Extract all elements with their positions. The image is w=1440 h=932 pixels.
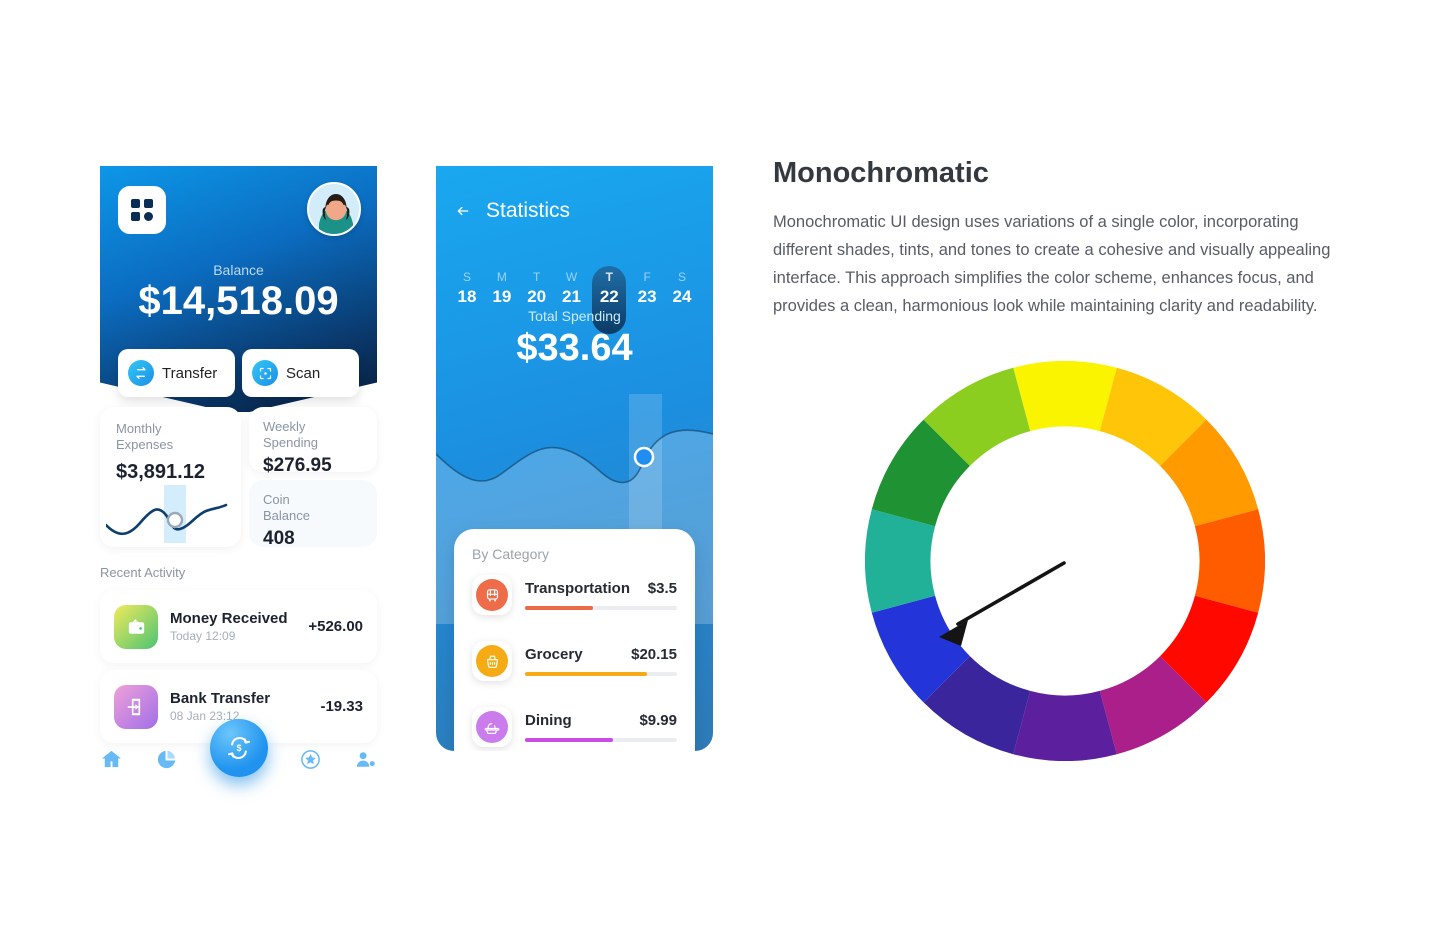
svg-text:$: $ bbox=[236, 743, 241, 753]
